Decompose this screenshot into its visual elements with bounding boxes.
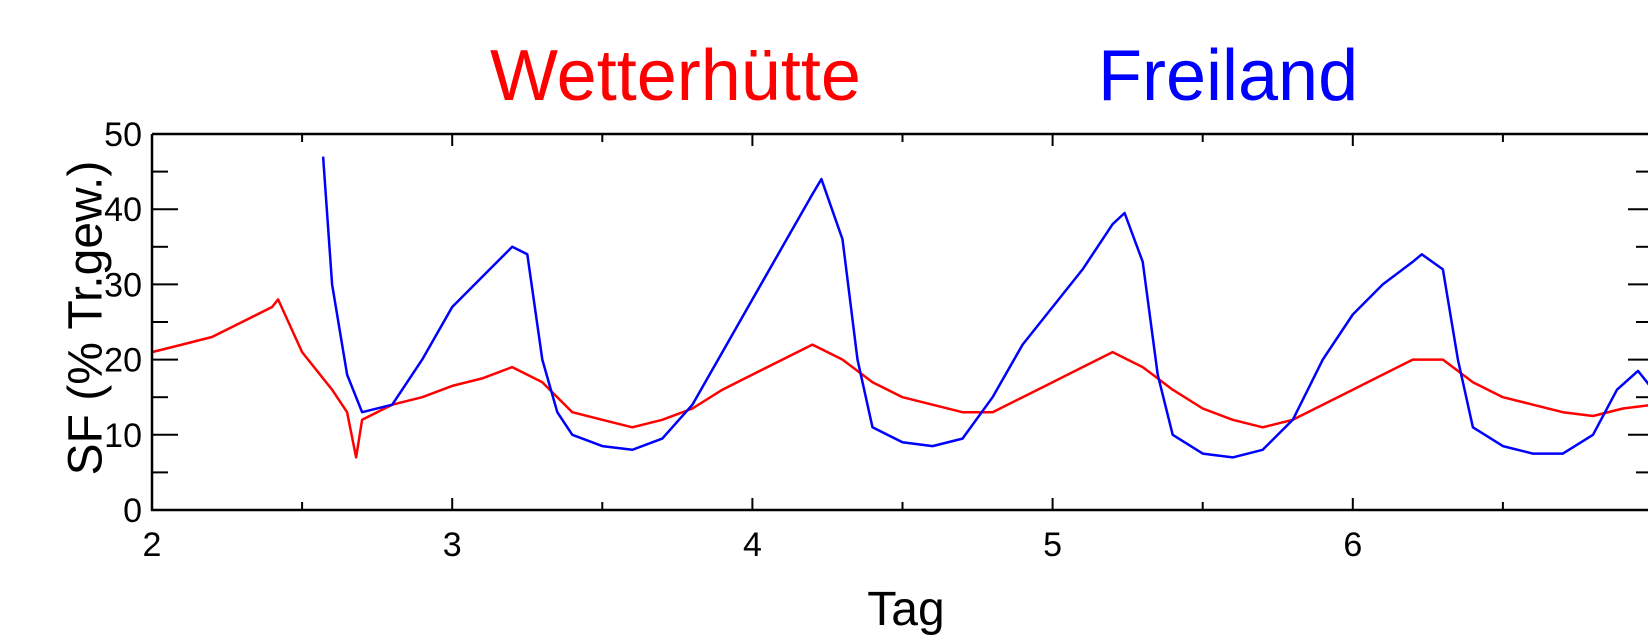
series-lines xyxy=(151,156,1648,459)
y-axis-title: SF (% Tr.gew.) xyxy=(59,160,113,476)
series-line-1 xyxy=(321,156,1648,459)
series-line-0 xyxy=(151,298,1648,459)
x-tick-label: 4 xyxy=(743,526,762,564)
tick-labels: 0 10 20 30 40 50 2 3 4 5 6 xyxy=(104,116,1362,564)
y-tick-label: 10 xyxy=(104,417,142,455)
x-tick-label: 6 xyxy=(1343,526,1362,564)
axis-frame xyxy=(150,132,1648,512)
y-tick-label: 0 xyxy=(123,492,142,530)
legend-wetterhuette: Wetterhütte xyxy=(490,36,861,116)
y-tick-label: 20 xyxy=(104,342,142,380)
legend-freiland: Freiland xyxy=(1098,36,1359,116)
x-tick-label: 3 xyxy=(443,526,462,564)
y-tick-label: 30 xyxy=(104,266,142,304)
plot-area xyxy=(152,134,1648,510)
y-tick-label: 40 xyxy=(104,191,142,229)
x-tick-label: 2 xyxy=(143,526,162,564)
y-tick-label: 50 xyxy=(104,116,142,154)
x-tick-label: 5 xyxy=(1043,526,1062,564)
chart: 0 10 20 30 40 50 2 3 4 5 6 xyxy=(104,116,1648,564)
x-axis-title: Tag xyxy=(867,583,945,636)
